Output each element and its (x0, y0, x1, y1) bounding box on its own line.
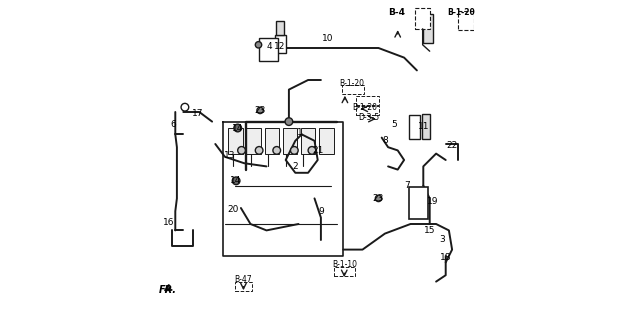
Circle shape (181, 103, 189, 111)
Bar (235, 282, 252, 291)
Bar (320, 128, 334, 154)
Text: 21: 21 (312, 146, 323, 155)
Circle shape (255, 147, 263, 154)
Text: 22: 22 (447, 141, 458, 150)
Text: 8: 8 (382, 136, 387, 145)
Bar (228, 128, 243, 154)
Text: 12: 12 (274, 42, 285, 51)
Bar (247, 128, 261, 154)
Text: 14: 14 (232, 124, 243, 132)
Bar (283, 128, 298, 154)
Bar (459, 11, 474, 30)
Circle shape (238, 147, 245, 154)
Bar (356, 106, 379, 115)
Text: 6: 6 (171, 120, 177, 129)
Text: 2: 2 (292, 162, 298, 171)
Circle shape (291, 147, 298, 154)
Bar (334, 267, 355, 276)
Bar (409, 187, 428, 219)
Circle shape (234, 124, 242, 132)
Circle shape (255, 42, 262, 48)
Circle shape (232, 177, 240, 185)
Bar (423, 14, 433, 43)
Text: B-1-20: B-1-20 (352, 103, 377, 112)
Text: 11: 11 (418, 122, 429, 131)
Bar (421, 114, 430, 139)
Text: D-3-5: D-3-5 (359, 113, 379, 122)
Text: 17: 17 (192, 109, 203, 118)
Text: B-1-20: B-1-20 (340, 79, 364, 88)
Text: 1: 1 (298, 128, 303, 137)
Bar (276, 21, 284, 35)
Text: 5: 5 (391, 120, 397, 129)
Text: B-47: B-47 (235, 276, 252, 284)
Bar (356, 96, 379, 105)
Circle shape (257, 107, 264, 114)
Text: 13: 13 (224, 151, 235, 160)
Circle shape (273, 147, 281, 154)
Bar (415, 8, 430, 29)
Bar (301, 128, 316, 154)
Bar (409, 115, 420, 139)
Text: 23: 23 (254, 106, 266, 115)
Text: 18: 18 (440, 253, 452, 262)
Bar (342, 85, 364, 94)
Text: 15: 15 (424, 226, 435, 235)
Text: 14: 14 (230, 176, 242, 185)
Text: 16: 16 (163, 218, 175, 227)
Text: 20: 20 (227, 205, 238, 214)
Text: FR.: FR. (159, 284, 176, 295)
Text: 4: 4 (267, 42, 272, 51)
Text: B-4: B-4 (389, 8, 406, 17)
Bar (265, 128, 279, 154)
Text: B-1-20: B-1-20 (447, 8, 475, 17)
Bar (259, 38, 277, 61)
Circle shape (376, 195, 382, 202)
Text: 19: 19 (427, 197, 438, 206)
Text: 9: 9 (318, 207, 324, 216)
Circle shape (308, 147, 316, 154)
Text: 3: 3 (440, 236, 445, 244)
Text: 10: 10 (321, 34, 333, 43)
Bar (274, 35, 286, 53)
Text: 7: 7 (404, 181, 410, 190)
Circle shape (285, 118, 292, 125)
Text: 23: 23 (373, 194, 384, 203)
Text: B-1-10: B-1-10 (331, 260, 357, 269)
